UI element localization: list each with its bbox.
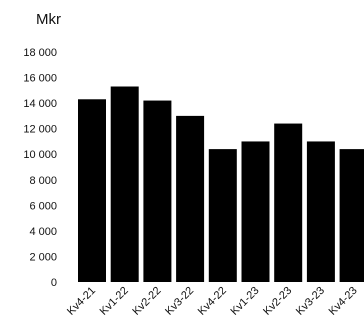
y-tick-label: 16 000 [23, 73, 57, 85]
x-tick-label: Kv1-23 [228, 285, 261, 318]
bar-kv2-22 [143, 101, 171, 282]
x-tick-label: Kv4-23 [327, 285, 360, 318]
y-tick-label: 4 000 [29, 226, 57, 238]
bar-kv3-23 [307, 141, 335, 282]
y-tick-label: 14 000 [23, 98, 57, 110]
y-tick-label: 10 000 [23, 149, 57, 161]
x-tick-label: Kv2-23 [261, 285, 294, 318]
x-tick-label: Kv3-23 [294, 285, 327, 318]
x-tick-label: Kv1-22 [98, 285, 131, 318]
y-tick-label: 8 000 [29, 175, 57, 187]
bar-kv4-23 [340, 149, 364, 282]
x-tick-label: Kv4-22 [196, 285, 229, 318]
x-tick-label: Kv2-22 [130, 285, 163, 318]
x-tick-label: Kv3-22 [163, 285, 196, 318]
bar-kv2-23 [274, 124, 302, 282]
y-tick-label: 18 000 [23, 47, 57, 59]
bar-kv1-22 [111, 87, 139, 283]
y-tick-label: 6 000 [29, 200, 57, 212]
bar-kv4-21 [78, 99, 106, 282]
y-tick-label: 0 [51, 277, 57, 289]
bar-kv1-23 [242, 141, 270, 282]
y-tick-label: 12 000 [23, 124, 57, 136]
y-tick-label: 2 000 [29, 251, 57, 263]
bar-kv3-22 [176, 116, 204, 282]
bar-kv4-22 [209, 149, 237, 282]
x-tick-label: Kv4-21 [65, 285, 98, 318]
